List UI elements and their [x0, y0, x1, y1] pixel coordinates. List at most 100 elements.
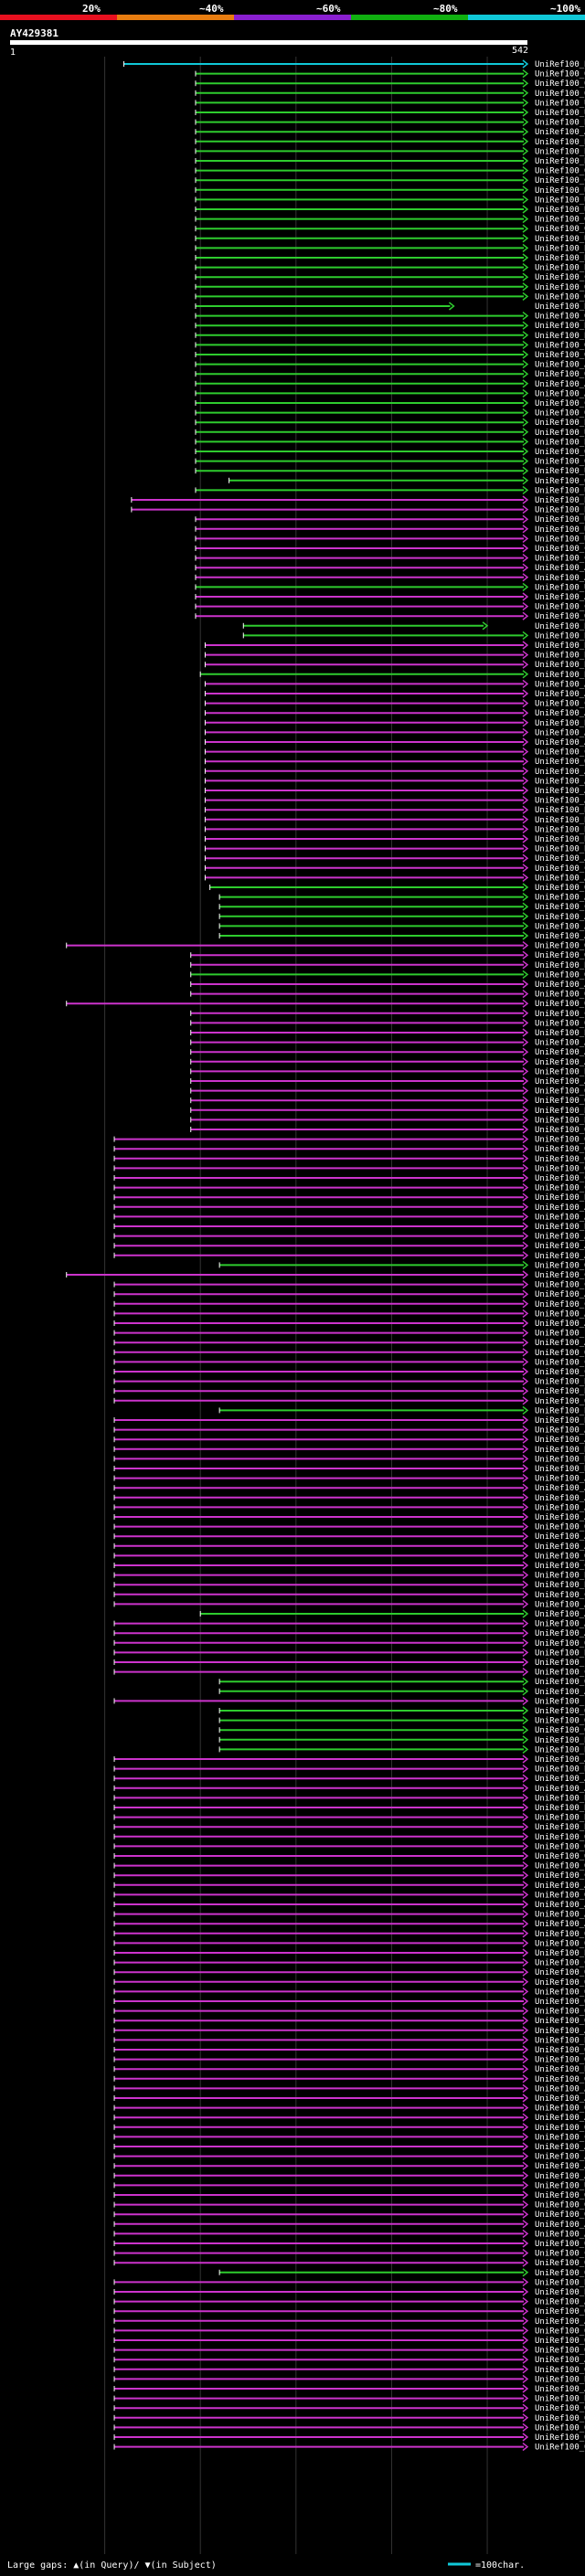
hit-row: UniRef100_C4KEY9 [113, 2132, 585, 2142]
hit-end-arrow [522, 999, 529, 1008]
hit-end-arrow [522, 699, 529, 708]
hit-label: UniRef100_B9HG16 [535, 1446, 585, 1455]
hit-label: UniRef100_Q6EBF9 [535, 292, 585, 302]
hit-row: UniRef100_Q82412 [66, 999, 585, 1009]
hit-label: UniRef100_Q1UYH1 [535, 313, 585, 322]
hit-row: UniRef100_C7SFH1 [113, 1280, 585, 1290]
hit-label: UniRef100_Q9ATE0 [535, 1349, 585, 1358]
hit-row: UniRef100_A6GRT3 [113, 2229, 585, 2239]
hit-row: UniRef100_A1SYP6 [113, 2220, 585, 2230]
hit-row: UniRef100_A3UKR4 [113, 2113, 585, 2123]
hit-row: UniRef100_UP1000... [195, 195, 585, 205]
hit-row: UniRef100_B7GE09 [113, 1464, 585, 1474]
hit-end-arrow [522, 59, 529, 69]
hit-end-arrow [522, 457, 529, 466]
hit-row: UniRef100_UP1000... [195, 205, 585, 215]
hit-row: UniRef100_Q2UZK9 [113, 2239, 585, 2249]
hit-label: UniRef100_B9SSS8 [535, 1572, 585, 1581]
hit-label: UniRef100_B9B017 [535, 506, 585, 515]
hit-label: UniRef100_Q9KF74 [535, 1261, 585, 1270]
hit-label: UniRef100_B9SS39 [535, 1794, 585, 1803]
hit-label: UniRef100_C6VUE1 [535, 748, 585, 758]
hit-end-arrow [522, 990, 529, 999]
legend-swatch-4 [351, 15, 468, 20]
hit-label: UniRef100_A6FWZ7 [535, 2084, 585, 2094]
hit-end-arrow [522, 873, 529, 882]
hit-end-arrow [522, 1222, 529, 1231]
hit-label: UniRef100_B8B0N3 [535, 254, 585, 263]
hit-end-arrow [522, 1212, 529, 1221]
hit-end-arrow [522, 1532, 529, 1541]
hit-end-arrow [522, 2113, 529, 2122]
hit-end-arrow [522, 1890, 529, 1899]
hit-label: UniRef100_B9SVE3 [535, 1116, 585, 1125]
hits-group: UniRef100_B5BP44UniRef100_Q5SWR8UniRef10… [66, 59, 585, 2453]
hit-end-arrow [522, 1725, 529, 1734]
hit-end-arrow [522, 1754, 529, 1764]
hit-row: UniRef100_A4JNZ4 [195, 592, 585, 602]
hit-label: UniRef100_B9I3D5 [535, 1107, 585, 1116]
hit-end-arrow [522, 1474, 529, 1483]
hit-row: UniRef100_Q12HT9 [113, 2210, 585, 2220]
hit-end-arrow [522, 1405, 529, 1415]
hit-label: UniRef100_C7YHH7 [535, 2250, 585, 2259]
hit-end-arrow [522, 1677, 529, 1686]
hit-end-arrow [522, 1967, 529, 1977]
hit-label: UniRef100_A3Z8Q1 [535, 1542, 585, 1552]
hit-end-arrow [522, 641, 529, 650]
hit-end-arrow [522, 796, 529, 805]
hit-label: UniRef100_Q0K352 [535, 351, 585, 360]
hit-label: UniRef100_Q9LXH0 [535, 1939, 585, 1948]
hit-label: UniRef100_B7GXN5 [535, 961, 585, 970]
hit-row: UniRef100_Q04431 [113, 1987, 585, 1997]
hit-label: UniRef100_Q64999 [535, 1639, 585, 1648]
hit-end-arrow [448, 302, 455, 311]
hit-row: UniRef100_UP1000... [195, 186, 585, 196]
hit-row: UniRef100_P93183 [113, 1329, 585, 1339]
hit-row: UniRef100_Q8RY50 [195, 340, 585, 350]
hit-label: UniRef100_B9GKC2 [535, 825, 585, 834]
hit-label: UniRef100_A7QP22 [535, 1252, 585, 1261]
hit-row: UniRef100_B2WV10 [195, 118, 585, 128]
hit-label: UniRef100_B9HQM0 [535, 1387, 585, 1396]
hit-end-arrow [522, 2123, 529, 2132]
hit-end-arrow [522, 544, 529, 553]
hit-label: UniRef100_Q9LYK2 [535, 1833, 585, 1842]
hit-row: UniRef100_Q1UYH1 [195, 312, 585, 322]
hit-row: UniRef100_UP1000... [195, 534, 585, 544]
hit-end-arrow [522, 1445, 529, 1454]
hit-row: UniRef100_B7Z5N9 [195, 137, 585, 147]
hit-end-arrow [522, 2365, 529, 2374]
hit-row: UniRef100_B7GTW8 [113, 2277, 585, 2287]
hit-label: UniRef100_Q5W499 [535, 951, 585, 960]
hit-label: UniRef100_B4EKT6 [535, 719, 585, 728]
hit-row: UniRef100_C7SFH0 [218, 902, 585, 912]
hit-end-arrow [522, 718, 529, 727]
hit-label: UniRef100_B1YWZ5 [535, 641, 585, 651]
hit-label: UniRef100_A5BMQ0 [535, 1484, 585, 1493]
hit-row: UniRef100_C5X5B3 [113, 1357, 585, 1367]
hit-label: UniRef100_A0EXC1 [535, 1532, 585, 1542]
hit-label: UniRef100_Q9SQ67 [535, 1998, 585, 2007]
hit-label: UniRef100_A6FFN3 [535, 2027, 585, 2036]
hit-label: UniRef100_Q94V19 [535, 1842, 585, 1851]
hit-end-arrow [522, 418, 529, 427]
query-start-label: 1 [10, 48, 16, 58]
hit-row: UniRef100_A6C7D6 [195, 573, 585, 583]
hit-end-arrow [522, 89, 529, 98]
hit-label: UniRef100_B9IEW4 [535, 1029, 585, 1038]
hit-end-arrow [522, 2413, 529, 2422]
legend-label-5: ~100% [550, 3, 580, 15]
hit-end-arrow [522, 1997, 529, 2006]
hit-label: UniRef100_A2YZ13 [535, 1503, 585, 1512]
hit-label: UniRef100_B9SU15 [535, 2036, 585, 2045]
hit-end-arrow [522, 2026, 529, 2035]
hit-label: UniRef100_B1FCT0 [535, 671, 585, 680]
hit-row: UniRef100_B9B017 [131, 505, 585, 515]
hit-row: UniRef100_Q0E4U9 [113, 2365, 585, 2375]
hit-row: UniRef100_Q9AM29 [113, 2016, 585, 2026]
hit-row: UniRef100_B7GC04 [204, 805, 585, 815]
hit-label: UniRef100_A8PD05 [535, 1339, 585, 1348]
hit-row: UniRef100_B2T633 [195, 437, 585, 447]
hit-end-arrow [522, 2083, 529, 2093]
